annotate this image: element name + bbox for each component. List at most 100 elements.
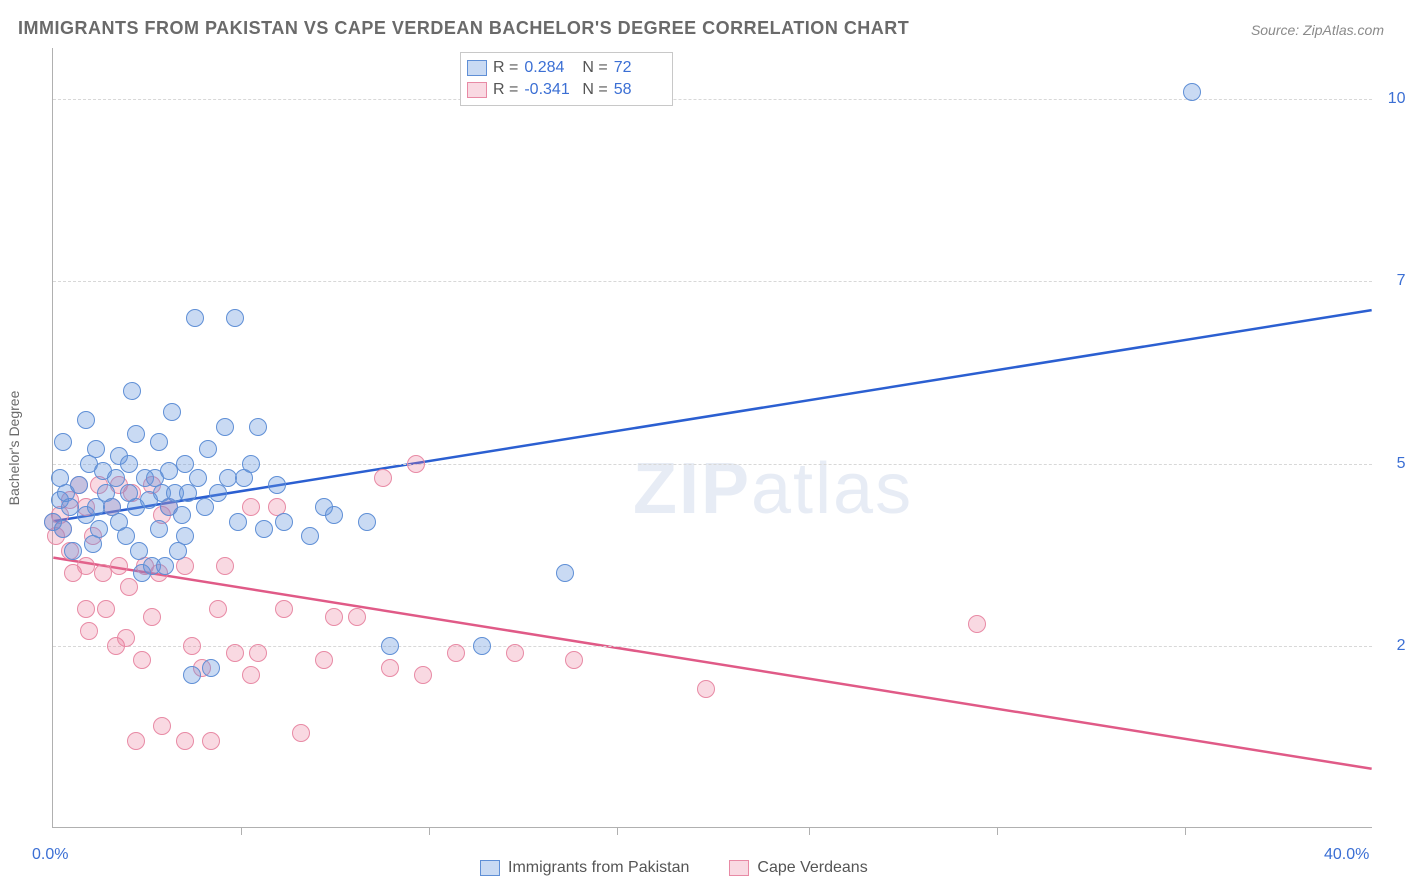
scatter-point-capeverdean: [565, 651, 583, 669]
scatter-point-pakistan: [183, 666, 201, 684]
scatter-point-capeverdean: [275, 600, 293, 618]
scatter-point-pakistan: [163, 403, 181, 421]
correlation-stats-box: R = 0.284 N = 72 R = -0.341 N = 58: [460, 52, 673, 106]
scatter-point-pakistan: [61, 498, 79, 516]
scatter-point-capeverdean: [242, 666, 260, 684]
scatter-point-pakistan: [229, 513, 247, 531]
scatter-point-capeverdean: [97, 600, 115, 618]
scatter-point-pakistan: [249, 418, 267, 436]
scatter-point-pakistan: [160, 462, 178, 480]
scatter-point-pakistan: [381, 637, 399, 655]
scatter-point-pakistan: [219, 469, 237, 487]
scatter-point-pakistan: [226, 309, 244, 327]
scatter-point-capeverdean: [697, 680, 715, 698]
scatter-point-pakistan: [196, 498, 214, 516]
legend-item-capeverdean: Cape Verdeans: [729, 859, 867, 877]
regression-line-capeverdean: [53, 558, 1371, 769]
scatter-point-pakistan: [275, 513, 293, 531]
scatter-point-pakistan: [123, 382, 141, 400]
scatter-point-capeverdean: [183, 637, 201, 655]
x-tick-label-min: 0.0%: [32, 846, 68, 864]
scatter-point-capeverdean: [176, 732, 194, 750]
stats-row-capeverdean: R = -0.341 N = 58: [467, 79, 666, 101]
scatter-point-pakistan: [117, 527, 135, 545]
scatter-point-capeverdean: [117, 629, 135, 647]
scatter-point-capeverdean: [381, 659, 399, 677]
scatter-point-pakistan: [64, 542, 82, 560]
legend-bottom: Immigrants from Pakistan Cape Verdeans: [480, 844, 868, 892]
scatter-point-pakistan: [107, 469, 125, 487]
scatter-point-pakistan: [176, 455, 194, 473]
scatter-point-pakistan: [556, 564, 574, 582]
x-tick: [809, 827, 810, 835]
scatter-point-pakistan: [51, 469, 69, 487]
swatch-pakistan-icon: [480, 860, 500, 876]
scatter-point-pakistan: [268, 476, 286, 494]
scatter-point-capeverdean: [249, 644, 267, 662]
scatter-point-pakistan: [150, 433, 168, 451]
scatter-point-capeverdean: [414, 666, 432, 684]
scatter-point-pakistan: [325, 506, 343, 524]
scatter-point-pakistan: [54, 520, 72, 538]
grid-line: [53, 99, 1372, 100]
legend-label-capeverdean: Cape Verdeans: [757, 859, 867, 877]
x-tick-label-max: 40.0%: [1324, 846, 1369, 864]
scatter-point-capeverdean: [315, 651, 333, 669]
scatter-point-capeverdean: [325, 608, 343, 626]
scatter-point-capeverdean: [94, 564, 112, 582]
scatter-point-capeverdean: [968, 615, 986, 633]
scatter-point-pakistan: [77, 411, 95, 429]
r-value-pakistan: 0.284: [524, 57, 576, 79]
swatch-pakistan: [467, 60, 487, 76]
scatter-point-pakistan: [176, 527, 194, 545]
scatter-point-capeverdean: [110, 557, 128, 575]
y-tick-label: 50.0%: [1382, 455, 1406, 473]
watermark-prefix: ZIP: [633, 449, 751, 529]
scatter-point-pakistan: [127, 425, 145, 443]
chart-title: IMMIGRANTS FROM PAKISTAN VS CAPE VERDEAN…: [18, 18, 909, 39]
scatter-point-pakistan: [87, 440, 105, 458]
scatter-point-capeverdean: [77, 557, 95, 575]
scatter-point-capeverdean: [292, 724, 310, 742]
n-label: N =: [582, 57, 607, 79]
scatter-point-capeverdean: [226, 644, 244, 662]
chart-container: IMMIGRANTS FROM PAKISTAN VS CAPE VERDEAN…: [0, 0, 1406, 892]
scatter-point-capeverdean: [143, 608, 161, 626]
legend-item-pakistan: Immigrants from Pakistan: [480, 859, 689, 877]
scatter-point-capeverdean: [348, 608, 366, 626]
scatter-point-pakistan: [199, 440, 217, 458]
x-tick: [241, 827, 242, 835]
scatter-point-pakistan: [120, 455, 138, 473]
x-tick: [429, 827, 430, 835]
n-value-capeverdean: 58: [614, 79, 666, 101]
regression-line-pakistan: [53, 310, 1371, 521]
swatch-capeverdean-icon: [729, 860, 749, 876]
scatter-point-pakistan: [202, 659, 220, 677]
source-attribution: Source: ZipAtlas.com: [1251, 22, 1384, 38]
scatter-point-pakistan: [70, 476, 88, 494]
x-tick: [1185, 827, 1186, 835]
watermark-suffix: atlas: [751, 449, 913, 529]
plot-area: ZIPatlas 25.0%50.0%75.0%100.0%: [52, 48, 1372, 828]
scatter-point-pakistan: [156, 557, 174, 575]
scatter-point-capeverdean: [153, 717, 171, 735]
scatter-point-capeverdean: [216, 557, 234, 575]
r-label: R =: [493, 79, 518, 101]
x-tick: [997, 827, 998, 835]
scatter-point-pakistan: [186, 309, 204, 327]
regression-lines: [53, 48, 1372, 827]
scatter-point-capeverdean: [209, 600, 227, 618]
scatter-point-pakistan: [150, 520, 168, 538]
swatch-capeverdean: [467, 82, 487, 98]
y-tick-label: 75.0%: [1382, 272, 1406, 290]
scatter-point-pakistan: [473, 637, 491, 655]
scatter-point-capeverdean: [127, 732, 145, 750]
scatter-point-capeverdean: [133, 651, 151, 669]
y-tick-label: 25.0%: [1382, 637, 1406, 655]
scatter-point-pakistan: [54, 433, 72, 451]
n-label: N =: [582, 79, 607, 101]
grid-line: [53, 281, 1372, 282]
scatter-point-capeverdean: [120, 578, 138, 596]
scatter-point-pakistan: [90, 520, 108, 538]
scatter-point-pakistan: [301, 527, 319, 545]
